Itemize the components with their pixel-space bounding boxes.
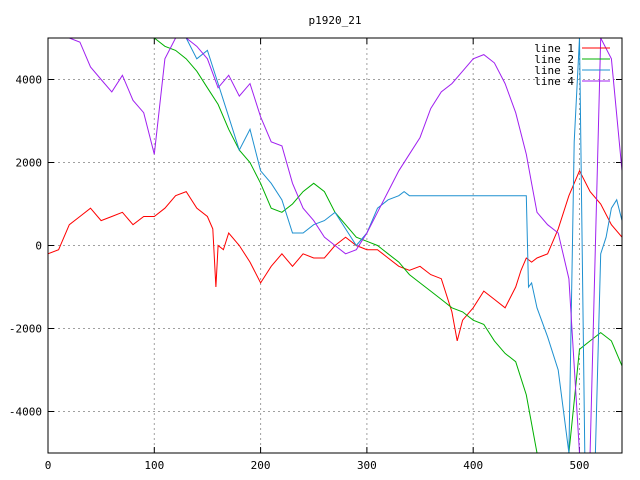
x-tick-label: 100 xyxy=(144,459,164,472)
y-tick-label: 0 xyxy=(35,240,42,253)
y-tick-labels: -4000 -2000 0 2000 4000 xyxy=(9,74,42,419)
chart-title: p1920_21 xyxy=(309,14,362,27)
plot-frame xyxy=(47,37,623,454)
series-line-1 xyxy=(48,169,622,342)
legend-label-2: line 2 xyxy=(534,53,574,66)
grid xyxy=(47,38,622,453)
y-tick-label: -2000 xyxy=(9,323,42,336)
legend-label-3: line 3 xyxy=(534,64,574,77)
x-tick-label: 0 xyxy=(45,459,52,472)
y-tick-label: 4000 xyxy=(16,74,43,87)
series-line-4 xyxy=(48,38,622,453)
x-tick-labels: 0 100 200 300 400 500 xyxy=(45,459,590,472)
legend-label-1: line 1 xyxy=(534,42,574,55)
y-tick-label: -4000 xyxy=(9,406,42,419)
legend-label-4: line 4 xyxy=(534,75,574,88)
x-tick-label: 200 xyxy=(251,459,271,472)
x-tick-label: 500 xyxy=(570,459,590,472)
x-tick-label: 400 xyxy=(463,459,483,472)
x-tick-label: 300 xyxy=(357,459,377,472)
y-tick-label: 2000 xyxy=(16,157,43,170)
series-line-3 xyxy=(48,38,622,453)
series-lines xyxy=(48,38,622,453)
